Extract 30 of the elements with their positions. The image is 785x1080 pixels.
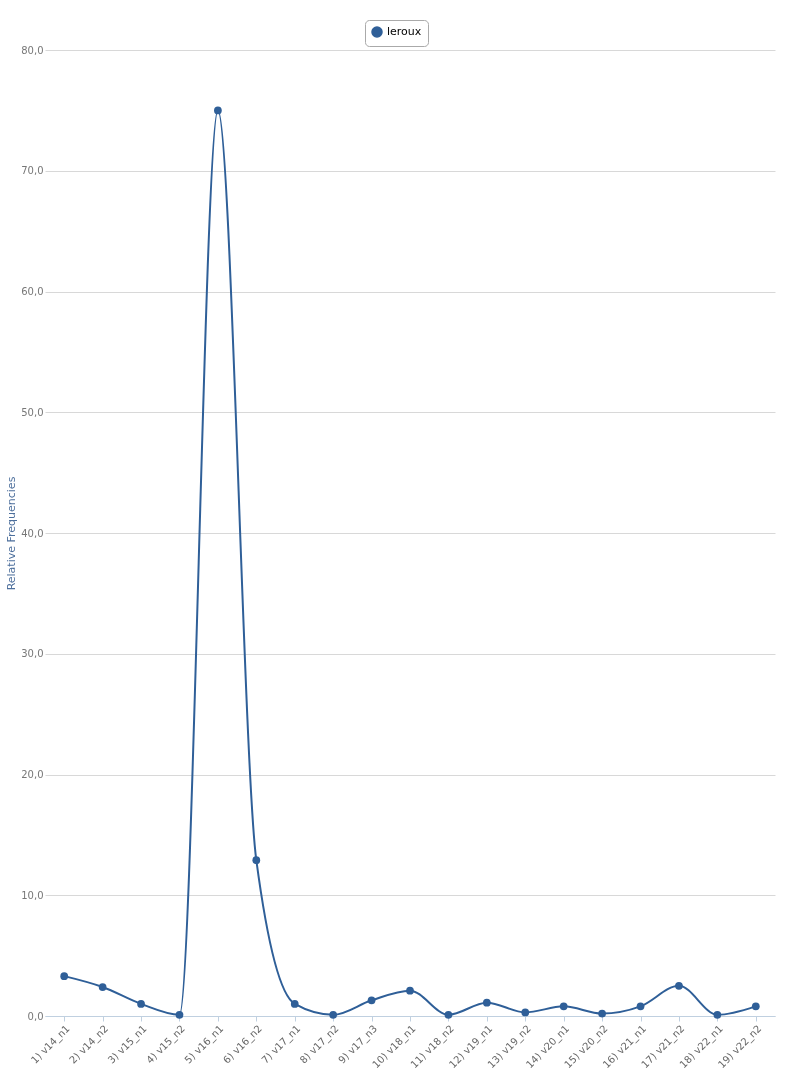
y-tick-label: 80,0 xyxy=(21,44,44,56)
point xyxy=(329,1010,338,1019)
point xyxy=(713,1010,722,1019)
legend-label: leroux xyxy=(387,25,422,38)
point xyxy=(175,1010,184,1019)
y-tick-label: 60,0 xyxy=(21,286,44,297)
point xyxy=(751,1002,760,1011)
y-axis-title: Relative Frequencies xyxy=(5,476,19,591)
point xyxy=(98,983,107,991)
point xyxy=(367,996,376,1005)
point xyxy=(214,106,222,115)
point xyxy=(444,1010,453,1019)
y-tick-label: 30,0 xyxy=(21,648,44,660)
y-tick-label: 50,0 xyxy=(21,406,44,418)
point xyxy=(598,1009,606,1018)
point xyxy=(636,1002,645,1011)
point xyxy=(406,986,414,995)
y-tick-label: 40,0 xyxy=(21,527,44,539)
point xyxy=(521,1008,530,1017)
y-tick-label: 0,0 xyxy=(27,1010,44,1022)
point xyxy=(60,972,69,981)
point xyxy=(252,856,261,865)
y-tick-label: 10,0 xyxy=(21,889,44,901)
point xyxy=(482,998,491,1007)
y-tick-label: 20,0 xyxy=(21,769,44,780)
point xyxy=(290,1000,299,1008)
point xyxy=(137,1000,145,1008)
y-tick-label: 70,0 xyxy=(21,165,44,177)
point xyxy=(675,981,683,990)
point xyxy=(559,1002,568,1011)
